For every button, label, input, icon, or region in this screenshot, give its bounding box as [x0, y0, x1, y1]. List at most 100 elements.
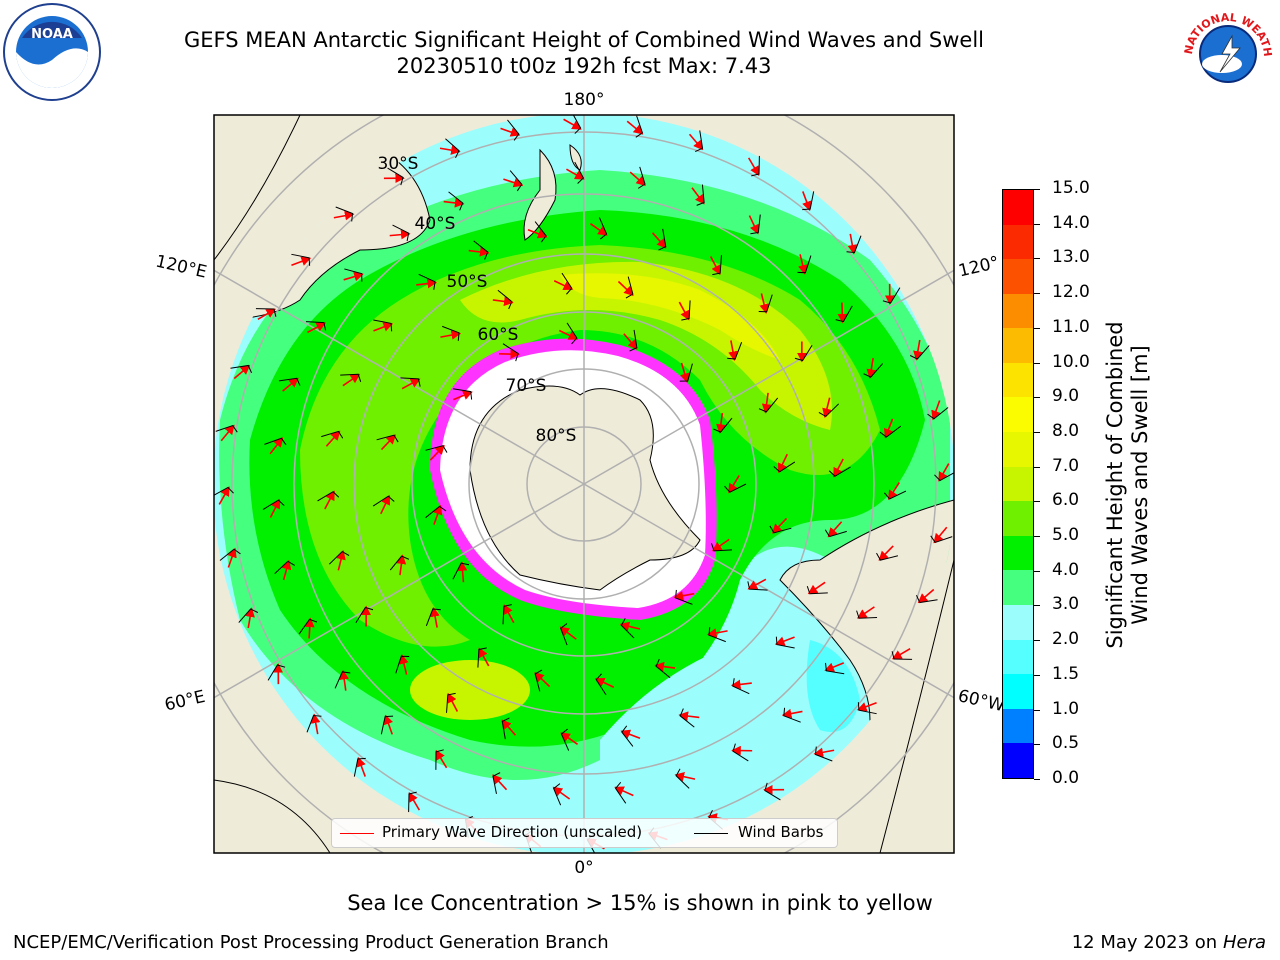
lon-label-60e: 60°E: [163, 687, 207, 716]
wind-barb: [492, 772, 501, 794]
wind-barb: [658, 228, 667, 251]
wave-direction-arrow: [356, 756, 366, 777]
wave-direction-arrow: [468, 247, 490, 257]
wave-direction-arrow: [552, 786, 571, 800]
wave-direction-arrow: [892, 647, 911, 660]
wind-barb: [534, 221, 547, 243]
colorbar: [1002, 189, 1034, 779]
wave-direction-arrow: [566, 168, 585, 180]
wind-barb: [387, 167, 404, 186]
wave-direction-arrow: [866, 358, 876, 379]
wind-barb: [372, 495, 395, 507]
wind-barb: [560, 623, 568, 646]
wave-direction-arrow: [759, 293, 769, 314]
wind-barb: [764, 782, 781, 801]
wave-direction-arrow: [453, 390, 473, 401]
lat-label-70s: 70°S: [506, 376, 547, 396]
wave-direction-arrow: [325, 430, 341, 447]
colorbar-tick-label: 10.0: [1052, 351, 1090, 372]
wave-direction-arrow: [233, 364, 251, 380]
wave-direction-arrow: [257, 308, 276, 321]
colorbar-tick-label: 0.5: [1052, 733, 1080, 754]
wave-direction-arrow: [534, 672, 551, 688]
colorbar-tick-mark: [1034, 224, 1040, 225]
wind-barb: [773, 461, 796, 473]
colorbar-tick-label: 11.0: [1052, 316, 1090, 337]
wind-barb: [389, 555, 410, 571]
wave-direction-arrow: [281, 559, 292, 581]
wind-barb: [934, 472, 954, 482]
wave-direction-arrow: [343, 271, 364, 282]
colorbar-segment: [1003, 224, 1033, 260]
colorbar-tick-label: 1.0: [1052, 698, 1080, 719]
wind-barb: [238, 608, 259, 623]
wave-arrows: [214, 115, 954, 853]
wind-barb: [395, 655, 410, 674]
footer-date-text: 12 May 2023 on: [1071, 932, 1218, 953]
wind-barb: [442, 325, 460, 341]
wind-barb: [400, 377, 421, 387]
wave-direction-arrow: [747, 578, 767, 590]
footer-host: Hera: [1222, 932, 1266, 953]
wind-barb: [727, 342, 743, 360]
wave-direction-arrow: [781, 708, 803, 719]
wave-direction-arrow: [857, 606, 875, 619]
wind-barb: [614, 781, 627, 804]
colorbar-segment: [1003, 501, 1033, 536]
wave-direction-arrow: [563, 118, 582, 130]
wind-barb: [909, 345, 930, 360]
wave-direction-arrow: [559, 626, 577, 640]
wind-barb: [477, 647, 487, 668]
wind-barb: [825, 662, 845, 675]
wind-barb: [930, 535, 953, 544]
wave-direction-arrow: [680, 362, 690, 384]
colorbar-tick-mark: [1034, 710, 1040, 711]
wave-direction-legend-label: Primary Wave Direction (unscaled): [382, 823, 643, 841]
wave-direction-arrow: [933, 526, 948, 544]
colorbar-segment: [1003, 708, 1033, 744]
wave-direction-arrow: [728, 340, 738, 362]
colorbar-tick-mark: [1034, 258, 1040, 259]
wind-barb: [298, 618, 318, 635]
wave-direction-arrow: [917, 588, 935, 604]
wave-direction-arrow: [589, 223, 608, 236]
wind-barb: [392, 224, 410, 242]
lat-label-30s: 30°S: [378, 154, 419, 174]
wind-barb: [452, 388, 473, 400]
wind-barb: [507, 119, 520, 141]
wind-barb: [255, 308, 277, 317]
wind-barb: [355, 606, 374, 624]
wind-barb: [863, 363, 883, 378]
wave-direction-arrow: [443, 198, 465, 208]
wind-barb: [732, 678, 750, 695]
wave-direction-arrow: [220, 424, 235, 442]
nws-logo-icon: NATIONAL WEATHER SERVICE: [1178, 2, 1274, 100]
wind-barb: [418, 273, 436, 290]
wind-barb: [679, 708, 695, 728]
wave-direction-arrow: [617, 280, 634, 296]
wind-barb: [574, 161, 584, 184]
wave-direction-arrow: [716, 412, 726, 434]
wave-direction-arrow: [429, 444, 445, 461]
wave-direction-arrow: [813, 747, 835, 758]
wind-barb: [334, 671, 351, 689]
wave-direction-arrow: [833, 458, 844, 478]
wind-barbs-legend-label: Wind Barbs: [738, 823, 824, 841]
colorbar-segment: [1003, 259, 1033, 294]
wave-direction-arrow: [772, 517, 788, 534]
wave-direction-arrow: [614, 786, 634, 797]
colorbar-segment: [1003, 293, 1033, 329]
wind-barb: [758, 397, 779, 413]
wave-direction-arrow: [333, 210, 355, 221]
wave-direction-arrow: [654, 661, 676, 672]
footer-date: 12 May 2023 on Hera: [1072, 932, 1266, 953]
wind-barb: [713, 417, 733, 433]
wave-direction-arrow: [383, 714, 394, 735]
colorbar-tick-label: 13.0: [1052, 247, 1090, 268]
colorbar-label-line2: Wind Waves and Swell [m]: [1128, 345, 1152, 625]
colorbar-segment: [1003, 743, 1033, 778]
lat-label-80s: 80°S: [536, 426, 577, 446]
wind-barb: [625, 276, 634, 299]
wind-barb: [344, 268, 363, 282]
wave-direction-arrow: [416, 278, 438, 289]
